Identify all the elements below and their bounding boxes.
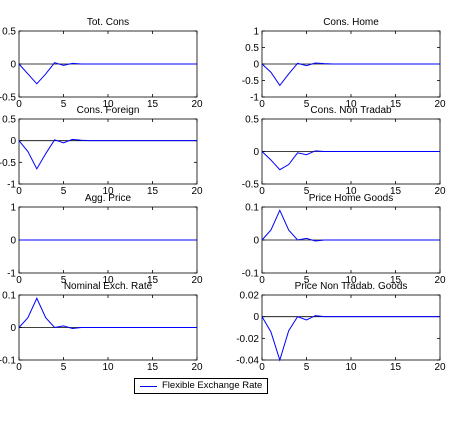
x-tick-label: 20 bbox=[434, 362, 446, 373]
legend-label: Flexible Exchange Rate bbox=[162, 380, 263, 391]
y-tick-label: 1 bbox=[10, 203, 16, 214]
x-tick-label: 0 bbox=[259, 186, 265, 197]
panel-title: Price Home Goods bbox=[309, 193, 393, 204]
x-tick-label: 10 bbox=[102, 362, 114, 373]
series-line bbox=[18, 297, 197, 329]
y-tick-label: -0.5 bbox=[0, 158, 16, 169]
y-tick-label: -1 bbox=[250, 93, 259, 104]
x-tick-label: 10 bbox=[345, 362, 357, 373]
x-tick-label: 5 bbox=[304, 186, 310, 197]
x-tick-label: 20 bbox=[191, 186, 203, 197]
y-tick-label: -1 bbox=[7, 269, 16, 280]
y-tick-label: 0 bbox=[10, 323, 16, 334]
x-tick-label: 15 bbox=[390, 362, 402, 373]
panel-frame bbox=[261, 294, 441, 361]
x-tick-label: 0 bbox=[16, 362, 22, 373]
series-line bbox=[261, 315, 440, 362]
x-tick-label: 0 bbox=[259, 362, 265, 373]
series-line bbox=[18, 62, 197, 85]
x-tick-label: 15 bbox=[147, 99, 159, 110]
y-tick-label: 0.5 bbox=[2, 115, 16, 126]
panel-frame bbox=[18, 118, 198, 185]
series-line bbox=[261, 209, 440, 242]
x-tick-label: 5 bbox=[304, 99, 310, 110]
panel-2: Cons. Foreign 0 5 10 15 20 0.5 0 -0.5 -1 bbox=[0, 105, 203, 197]
x-tick-label: 15 bbox=[390, 186, 402, 197]
x-tick-label: 5 bbox=[304, 362, 310, 373]
legend-swatch bbox=[140, 386, 157, 387]
panel-title: Price Non Tradab. Goods bbox=[295, 281, 408, 292]
x-tick-label: 10 bbox=[102, 99, 114, 110]
x-tick-label: 10 bbox=[345, 275, 357, 286]
y-tick-label: -0.1 bbox=[0, 356, 16, 367]
y-tick-label: 0.5 bbox=[245, 115, 259, 126]
y-tick-label: -0.5 bbox=[242, 180, 260, 191]
x-tick-label: 15 bbox=[390, 275, 402, 286]
y-tick-label: 0 bbox=[253, 147, 259, 158]
y-tick-label: 0.1 bbox=[2, 291, 16, 302]
series-line bbox=[18, 138, 197, 170]
x-tick-label: 20 bbox=[434, 275, 446, 286]
panel-title: Cons. Non Tradab bbox=[310, 105, 392, 116]
y-tick-label: 0 bbox=[253, 312, 259, 323]
x-tick-label: 20 bbox=[191, 99, 203, 110]
x-tick-label: 20 bbox=[191, 362, 203, 373]
y-tick-label: -1 bbox=[7, 180, 16, 191]
x-tick-label: 5 bbox=[61, 362, 67, 373]
x-tick-label: 0 bbox=[16, 99, 22, 110]
x-tick-label: 0 bbox=[16, 186, 22, 197]
x-tick-label: 0 bbox=[259, 275, 265, 286]
x-tick-label: 10 bbox=[102, 275, 114, 286]
y-tick-label: 0.1 bbox=[245, 203, 259, 214]
y-tick-label: -0.1 bbox=[242, 269, 260, 280]
y-tick-label: 0.5 bbox=[245, 43, 259, 54]
x-tick-label: 10 bbox=[102, 186, 114, 197]
x-tick-label: 5 bbox=[61, 186, 67, 197]
y-tick-label: -0.5 bbox=[242, 76, 260, 87]
x-tick-label: 5 bbox=[61, 99, 67, 110]
y-tick-label: 0.02 bbox=[240, 291, 260, 302]
x-tick-label: 5 bbox=[61, 275, 67, 286]
y-tick-label: 1 bbox=[253, 27, 259, 38]
y-tick-label: -0.04 bbox=[236, 356, 259, 367]
y-tick-label: 0 bbox=[253, 60, 259, 71]
x-tick-label: 20 bbox=[434, 186, 446, 197]
x-tick-label: 15 bbox=[147, 362, 159, 373]
panel-title: Nominal Exch. Rate bbox=[64, 281, 153, 292]
x-tick-label: 15 bbox=[390, 99, 402, 110]
x-tick-label: 10 bbox=[345, 99, 357, 110]
panel-title: Tot. Cons bbox=[87, 17, 129, 28]
y-tick-label: -0.02 bbox=[236, 334, 259, 345]
panel-title: Cons. Home bbox=[323, 17, 379, 28]
y-tick-label: -0.5 bbox=[0, 93, 16, 104]
y-tick-label: 0 bbox=[253, 236, 259, 247]
series-line bbox=[261, 62, 440, 87]
x-tick-label: 15 bbox=[147, 275, 159, 286]
panel-title: Agg. Price bbox=[85, 193, 132, 204]
y-tick-label: 0 bbox=[10, 236, 16, 247]
panel-1: Cons. Home 0 5 10 15 20 1 0.5 0 -0.5 -1 bbox=[242, 17, 446, 110]
y-tick-label: 0.5 bbox=[2, 27, 16, 38]
x-tick-label: 0 bbox=[259, 99, 265, 110]
x-tick-label: 20 bbox=[434, 99, 446, 110]
y-tick-label: 0 bbox=[10, 136, 16, 147]
x-tick-label: 10 bbox=[345, 186, 357, 197]
series-line bbox=[261, 150, 440, 171]
x-tick-label: 5 bbox=[304, 275, 310, 286]
legend: Flexible Exchange Rate bbox=[134, 378, 268, 394]
x-tick-label: 15 bbox=[147, 186, 159, 197]
panel-title: Cons. Foreign bbox=[77, 105, 140, 116]
x-tick-label: 0 bbox=[16, 275, 22, 286]
y-tick-label: 0 bbox=[10, 60, 16, 71]
x-tick-label: 20 bbox=[191, 275, 203, 286]
